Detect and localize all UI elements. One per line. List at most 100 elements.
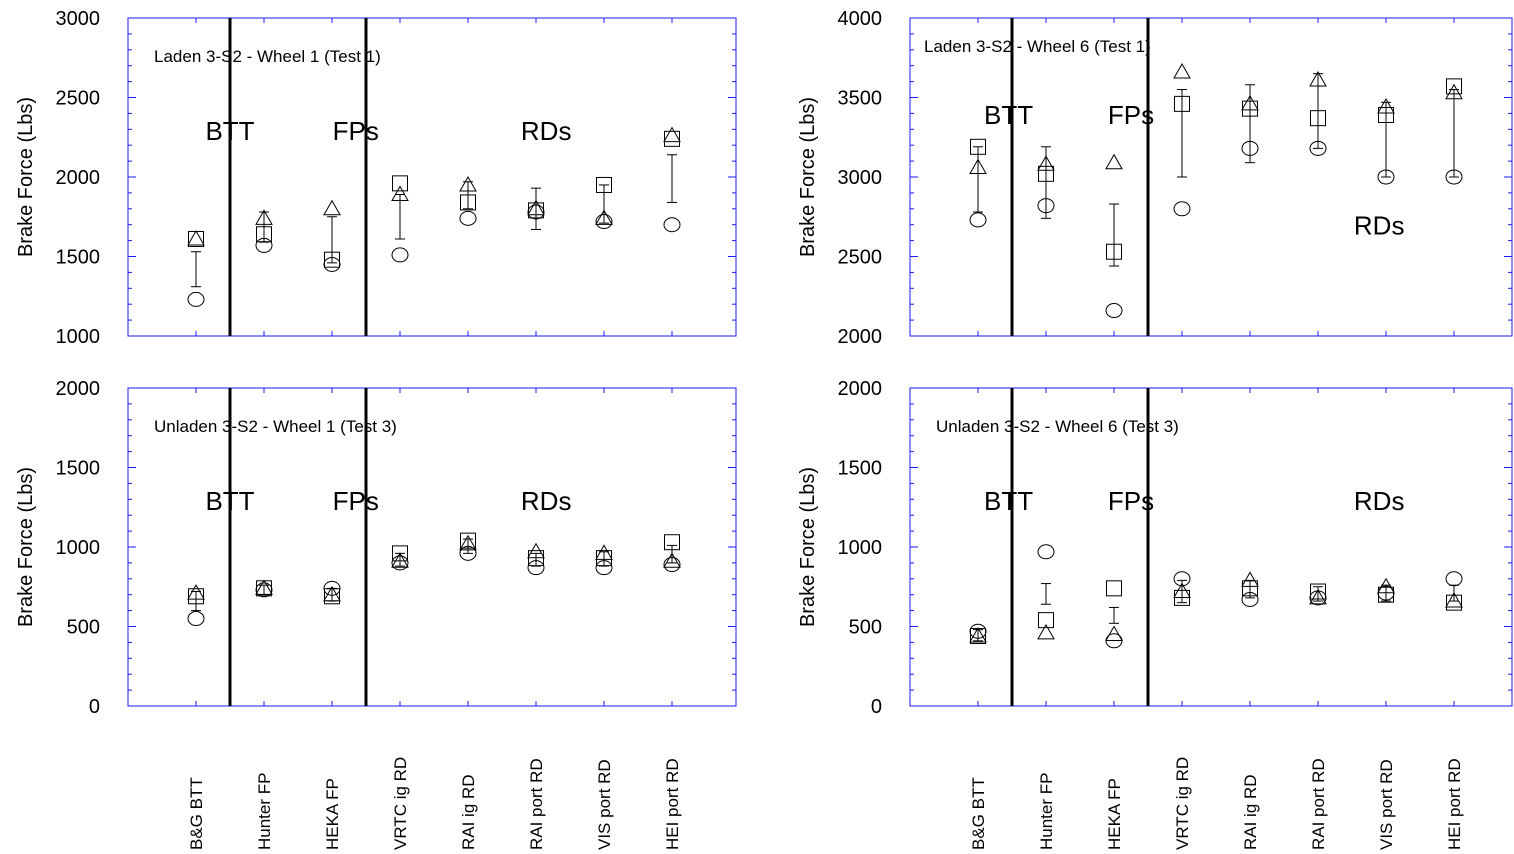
category-label: VIS port RD: [1377, 759, 1396, 850]
triangle-marker: [1037, 623, 1055, 640]
circle-marker: [527, 204, 545, 220]
circle-marker: [595, 214, 613, 230]
circle-marker: [459, 545, 477, 561]
circle-marker: [1241, 140, 1259, 156]
y-axis-label: Brake Force (Lbs): [797, 467, 819, 627]
square-marker: [188, 588, 204, 605]
category-label: HEKA FP: [1105, 778, 1124, 850]
square-marker: [1446, 594, 1462, 611]
circle-marker: [1037, 544, 1055, 560]
y-tick-label: 500: [849, 617, 882, 639]
circle-marker: [1105, 303, 1123, 319]
square-marker: [596, 176, 612, 193]
category-label: Hunter FP: [1037, 773, 1056, 850]
square-marker: [1106, 243, 1122, 260]
panel-title: Unladen 3-S2 - Wheel 6 (Test 3): [936, 417, 1179, 436]
circle-marker: [459, 210, 477, 226]
triangle-marker: [663, 126, 681, 143]
triangle-marker: [459, 175, 477, 192]
category-label: Hunter FP: [255, 773, 274, 850]
triangle-marker: [1445, 83, 1463, 100]
y-tick-label: 1500: [56, 247, 101, 269]
square-marker: [1038, 612, 1054, 629]
y-tick-label: 3500: [838, 88, 883, 110]
region-label: BTT: [205, 486, 254, 516]
circle-marker: [1377, 169, 1395, 185]
category-label: HEI port RD: [663, 758, 682, 850]
region-label: FPs: [333, 116, 379, 146]
y-tick-label: 2000: [56, 378, 101, 400]
triangle-marker: [323, 585, 341, 602]
circle-marker: [1309, 590, 1327, 606]
triangle-marker: [187, 584, 205, 600]
circle-marker: [1105, 633, 1123, 649]
category-label: VRTC ig RD: [391, 757, 410, 850]
category-label: HEKA FP: [323, 778, 342, 850]
category-label: B&G BTT: [969, 777, 988, 850]
panel-4: 0 500 1000 1500 2000 Brake Force (Lbs) Unladen…: [797, 378, 1513, 718]
square-marker: [1174, 95, 1190, 112]
circle-marker: [969, 623, 987, 639]
y-tick-label: 0: [871, 696, 882, 718]
square-marker: [1310, 110, 1326, 127]
circle-marker: [969, 212, 987, 228]
triangle-marker: [527, 199, 545, 216]
triangle-marker: [1105, 625, 1123, 641]
y-tick-label: 2500: [838, 247, 883, 269]
region-label: RDs: [521, 486, 572, 516]
panel-2: 2000 2500 3000 3500 4000 Brake Force (Lbs) Lad…: [797, 8, 1513, 348]
panel-title: Laden 3-S2 - Wheel 6 (Test 1): [924, 37, 1151, 56]
panel-3: 0 500 1000 1500 2000 Brake Force (Lbs) Unladen…: [15, 378, 737, 718]
square-marker: [1106, 580, 1122, 597]
triangle-marker: [1309, 71, 1327, 87]
y-tick-label: 2000: [838, 378, 883, 400]
region-label: BTT: [205, 116, 254, 146]
region-label: BTT: [984, 100, 1033, 130]
category-label: RAI port RD: [527, 758, 546, 850]
circle-marker: [1241, 591, 1259, 607]
circle-marker: [187, 291, 205, 307]
category-label: RAI port RD: [1309, 758, 1328, 850]
circle-marker: [1445, 169, 1463, 185]
triangle-marker: [391, 185, 409, 201]
y-tick-label: 3000: [838, 167, 883, 189]
square-marker: [324, 588, 340, 605]
region-label: RDs: [1354, 486, 1405, 516]
region-label: FPs: [1108, 100, 1154, 130]
category-label: RAI ig RD: [1241, 774, 1260, 850]
square-marker: [664, 130, 680, 147]
square-marker: [1310, 583, 1326, 600]
triangle-marker: [391, 552, 409, 568]
y-tick-label: 2000: [56, 167, 101, 189]
category-label: VIS port RD: [595, 759, 614, 850]
y-tick-label: 1000: [56, 537, 101, 559]
circle-marker: [1173, 201, 1191, 217]
y-tick-label: 0: [89, 696, 100, 718]
triangle-marker: [1241, 94, 1259, 111]
panel-title: Unladen 3-S2 - Wheel 1 (Test 3): [154, 417, 397, 436]
plot-frame: [909, 17, 1513, 337]
y-axis-label: Brake Force (Lbs): [15, 467, 37, 627]
circle-marker: [663, 217, 681, 233]
triangle-marker: [1377, 98, 1395, 114]
triangle-marker: [595, 544, 613, 560]
square-marker: [324, 251, 340, 268]
circle-marker: [1445, 571, 1463, 587]
category-label: B&G BTT: [187, 777, 206, 850]
square-marker: [460, 194, 476, 211]
panel-title: Laden 3-S2 - Wheel 1 (Test 1): [154, 47, 381, 66]
region-label: BTT: [984, 486, 1033, 516]
y-axis-label: Brake Force (Lbs): [15, 97, 37, 257]
triangle-marker: [969, 158, 987, 174]
y-tick-label: 1500: [56, 458, 101, 480]
triangle-marker: [1173, 582, 1191, 599]
square-marker: [392, 175, 408, 192]
circle-marker: [1173, 571, 1191, 587]
circle-marker: [527, 560, 545, 576]
circle-marker: [255, 237, 273, 253]
circle-marker: [1309, 140, 1327, 156]
circle-marker: [1037, 198, 1055, 214]
y-tick-label: 1000: [838, 537, 883, 559]
y-tick-label: 500: [67, 617, 100, 639]
triangle-marker: [1445, 592, 1463, 608]
